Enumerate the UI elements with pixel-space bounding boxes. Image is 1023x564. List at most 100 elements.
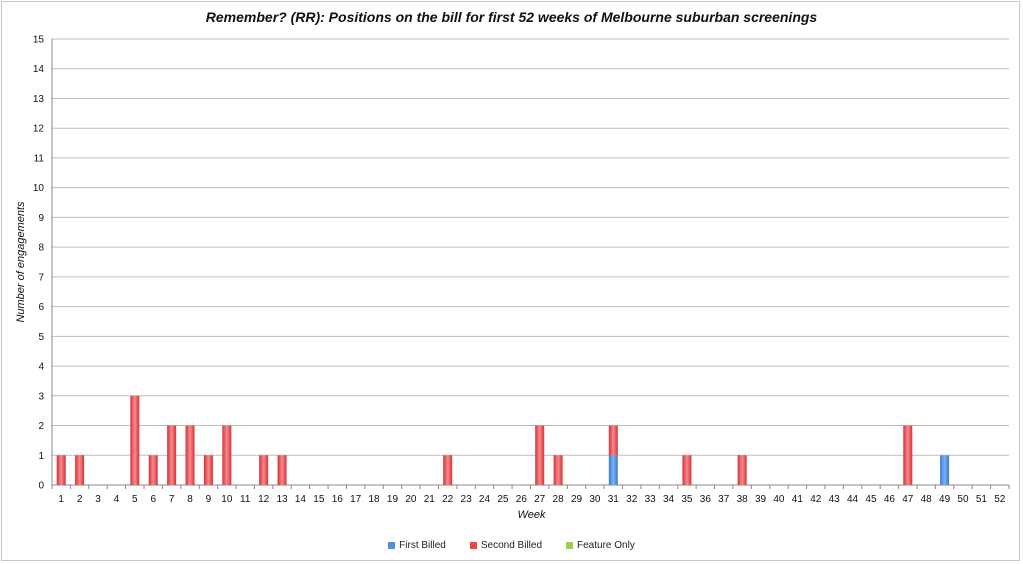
- y-tick-label: 8: [38, 243, 44, 254]
- x-tick-label: 6: [150, 494, 156, 505]
- bar-second-billed: [682, 455, 692, 485]
- x-tick-label: 35: [681, 494, 693, 505]
- x-tick-label: 50: [957, 494, 969, 505]
- x-tick-label: 17: [350, 494, 362, 505]
- x-tick-label: 37: [718, 494, 730, 505]
- y-tick-label: 15: [33, 35, 45, 46]
- bar-second-billed: [222, 425, 232, 485]
- legend-label: Feature Only: [577, 540, 635, 551]
- x-tick-label: 24: [479, 494, 491, 505]
- x-tick-label: 46: [884, 494, 896, 505]
- x-tick-label: 22: [442, 494, 454, 505]
- chart-title: Remember? (RR): Positions on the bill fo…: [205, 9, 818, 25]
- x-tick-label: 31: [608, 494, 620, 505]
- x-tick-label: 20: [405, 494, 417, 505]
- bar-second-billed: [75, 455, 85, 485]
- y-tick-label: 10: [33, 183, 45, 194]
- x-tick-label: 7: [169, 494, 175, 505]
- x-tick-label: 18: [369, 494, 381, 505]
- x-tick-label: 28: [553, 494, 565, 505]
- y-tick-label: 7: [38, 272, 44, 283]
- x-tick-label: 14: [295, 494, 307, 505]
- legend-swatch: [388, 542, 396, 549]
- x-tick-label: 47: [902, 494, 914, 505]
- x-tick-label: 27: [534, 494, 546, 505]
- legend-label: First Billed: [399, 540, 446, 551]
- x-tick-label: 25: [497, 494, 509, 505]
- bar-first-billed: [608, 455, 618, 485]
- x-tick-label: 8: [187, 494, 193, 505]
- x-tick-label: 34: [663, 494, 675, 505]
- x-tick-label: 40: [773, 494, 785, 505]
- bar-second-billed: [130, 395, 140, 485]
- x-tick-label: 49: [939, 494, 951, 505]
- x-tick-label: 32: [626, 494, 638, 505]
- x-tick-label: 19: [387, 494, 399, 505]
- bar-second-billed: [443, 455, 453, 485]
- y-tick-label: 1: [38, 451, 44, 462]
- y-tick-label: 6: [38, 302, 44, 313]
- y-tick-label: 2: [38, 421, 44, 432]
- bar-second-billed: [185, 425, 195, 485]
- x-tick-label: 44: [847, 494, 859, 505]
- y-tick-label: 0: [38, 481, 44, 492]
- y-tick-label: 13: [33, 94, 45, 105]
- legend-swatch: [469, 542, 477, 549]
- y-tick-label: 4: [38, 362, 44, 373]
- y-tick-label: 3: [38, 391, 44, 402]
- legend: First Billed Second Billed Feature Only: [0, 540, 1023, 551]
- bar-second-billed: [535, 425, 545, 485]
- legend-item: Second Billed: [469, 540, 543, 551]
- x-tick-label: 52: [994, 494, 1006, 505]
- x-tick-label: 33: [645, 494, 657, 505]
- x-tick-label: 38: [737, 494, 749, 505]
- x-tick-label: 3: [95, 494, 101, 505]
- legend-label: Second Billed: [480, 540, 543, 551]
- x-tick-label: 41: [792, 494, 804, 505]
- x-tick-label: 26: [516, 494, 528, 505]
- y-tick-label: 5: [38, 332, 44, 343]
- x-tick-label: 36: [700, 494, 712, 505]
- x-tick-label: 43: [829, 494, 841, 505]
- x-tick-label: 45: [865, 494, 877, 505]
- legend-swatch: [566, 542, 574, 549]
- x-tick-label: 2: [77, 494, 83, 505]
- x-tick-label: 30: [589, 494, 601, 505]
- bar-second-billed: [277, 455, 287, 485]
- bar-second-billed: [148, 455, 158, 485]
- x-tick-label: 16: [332, 494, 344, 505]
- x-tick-label: 11: [240, 494, 251, 505]
- bar-second-billed: [553, 455, 563, 485]
- bar-second-billed: [903, 425, 913, 485]
- y-tick-label: 11: [34, 153, 45, 164]
- x-tick-label: 51: [976, 494, 988, 505]
- x-axis-label: Week: [517, 509, 546, 521]
- bar-second-billed: [259, 455, 269, 485]
- x-tick-label: 4: [114, 494, 120, 505]
- x-tick-label: 15: [313, 494, 325, 505]
- x-tick-label: 42: [810, 494, 822, 505]
- y-tick-label: 9: [38, 213, 44, 224]
- x-tick-label: 5: [132, 494, 138, 505]
- legend-item: Feature Only: [566, 540, 635, 551]
- x-tick-label: 1: [58, 494, 64, 505]
- bar-second-billed: [737, 455, 747, 485]
- x-tick-label: 39: [755, 494, 767, 505]
- legend-item: First Billed: [388, 540, 446, 551]
- x-tick-label: 12: [258, 494, 270, 505]
- x-tick-label: 13: [276, 494, 288, 505]
- x-tick-label: 10: [221, 494, 233, 505]
- bar-second-billed: [203, 455, 213, 485]
- x-tick-label: 48: [921, 494, 933, 505]
- bar-second-billed: [167, 425, 177, 485]
- x-tick-label: 23: [461, 494, 473, 505]
- y-tick-label: 14: [33, 64, 45, 75]
- x-tick-label: 21: [424, 494, 436, 505]
- bar-second-billed: [608, 425, 618, 456]
- y-tick-label: 12: [33, 124, 45, 135]
- x-tick-label: 9: [206, 494, 212, 505]
- x-tick-label: 29: [571, 494, 583, 505]
- bar-second-billed: [56, 455, 66, 485]
